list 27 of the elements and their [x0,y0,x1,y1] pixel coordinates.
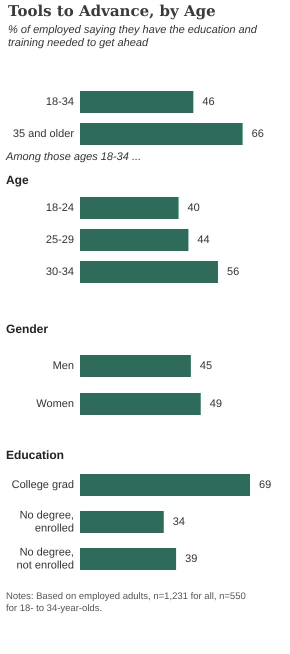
y-tick-label: 35 and older [12,128,74,140]
y-tick-label: 25-29 [46,234,74,246]
data-label: 66 [252,128,264,140]
data-label: 49 [210,398,222,410]
y-tick-label: Men [52,360,74,372]
chart-title: Tools to Advance, by Age [8,2,216,20]
y-tick-label: No degree, not enrolled [16,546,74,572]
chart-subtitle: % of employed saying they have the education and training needed to get ahead [8,24,258,49]
y-tick-label: 30-34 [46,266,74,278]
text: Notes: Based on employed adults, n=1,231 for all, n=550 for 18- to 34-year-olds. [6,591,246,614]
data-label: 40 [188,202,200,214]
data-label: 39 [185,552,198,565]
data-label: 56 [226,266,240,278]
y-tick-label: College grad [12,478,74,491]
y-tick-label: 18-24 [46,202,74,214]
chart-subtitle: Among those ages 18-34 ... [5,151,142,163]
chart-title: Gender [6,322,48,336]
y-tick-label: No degree, enrolled [20,509,74,534]
data-label: 34 [172,516,186,528]
data-label: 44 [197,234,210,246]
y-tick-label: 18-34 [46,96,74,108]
data-label: 46 [202,96,215,108]
y-tick-label: Women [36,398,74,410]
chart-title: Education [6,448,64,462]
chart-title: Age [6,173,29,187]
data-label: 69 [259,478,272,491]
data-label: 45 [200,360,212,372]
